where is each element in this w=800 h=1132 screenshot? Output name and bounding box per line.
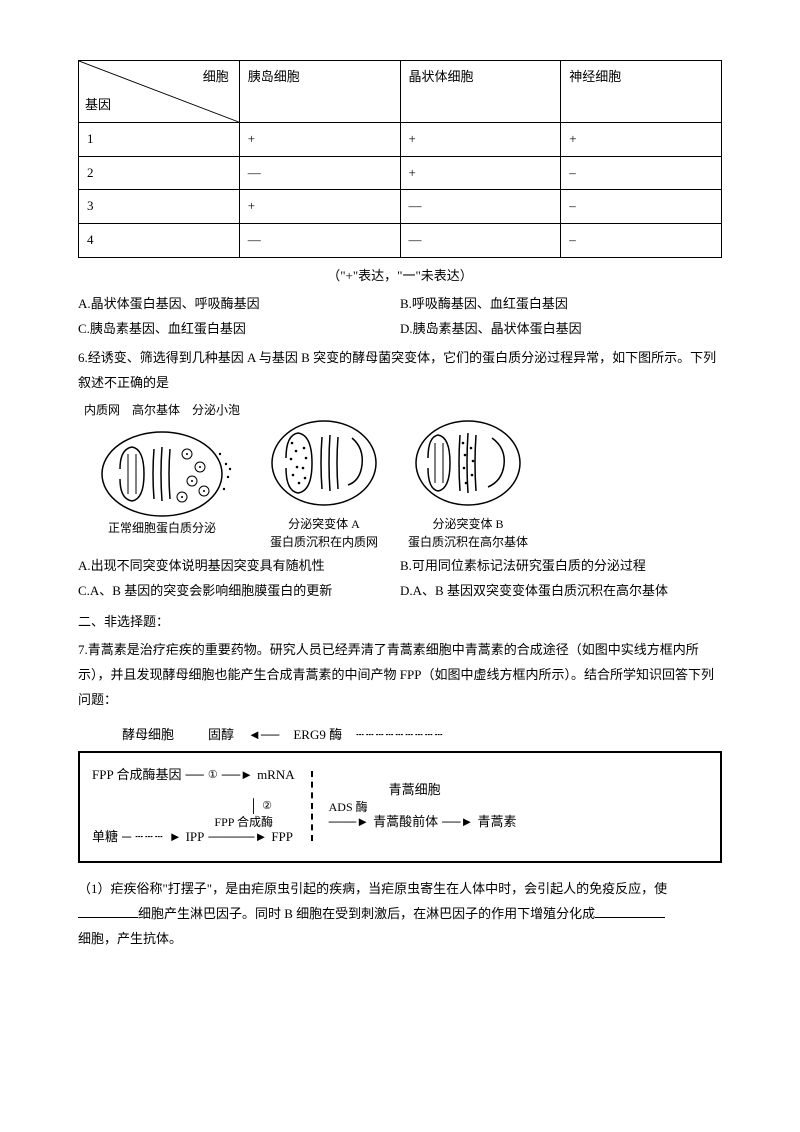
flow-steroid-label: 固醇 [208, 723, 234, 748]
arrow-right-icon: ──► [222, 763, 253, 788]
arrow-right-icon: ─ [122, 825, 131, 850]
flow-precursor-label: 青蒿酸前体 [373, 810, 438, 835]
option-c: C.A、B 基因的突变会影响细胞膜蛋白的更新 [78, 579, 400, 604]
table-row: 2 — + – [79, 156, 722, 190]
option-d: D.胰岛素基因、晶状体蛋白基因 [400, 317, 722, 342]
flow-ipp-label: IPP [186, 825, 205, 850]
table-row: 3 + — – [79, 190, 722, 224]
cell-normal-icon [92, 419, 232, 519]
flow-mrna-label: mRNA [257, 763, 295, 788]
q7-stem: 7.青蒿素是治疗疟疾的重要药物。研究人员已经弄清了青蒿素细胞中青蒿素的合成途径（… [78, 638, 722, 712]
cell-mutant-b-icon [408, 403, 528, 515]
fig-top-labels: 内质网 高尔基体 分泌小泡 [84, 403, 240, 419]
option-c: C.胰岛素基因、血红蛋白基因 [78, 317, 400, 342]
arrow-right-icon: ── [185, 763, 203, 788]
table-col-header: 神经细胞 [561, 61, 722, 123]
table-row: 4 — — – [79, 224, 722, 258]
section-2-heading: 二、非选择题： [78, 610, 722, 635]
arrow-right-icon: ──► [442, 810, 473, 835]
q6-figures: 内质网 高尔基体 分泌小泡 正常细胞蛋白质分泌 [84, 403, 722, 550]
option-a: A.晶状体蛋白基因、呼吸酶基因 [78, 292, 400, 317]
flow-qinghao-cell: 青蒿细胞 [389, 778, 441, 803]
flow-fpp-label: FPP [271, 825, 293, 850]
table-header-cell: 细胞 [203, 65, 229, 90]
option-b: B.可用同位素标记法研究蛋白质的分泌过程 [400, 554, 722, 579]
q7-sub1: （1）疟疾俗称"打摆子"，是由疟原虫引起的疾病，当疟原虫寄生在人体中时，会引起人… [78, 877, 722, 926]
fig3a-label: 分泌突变体 B [433, 517, 504, 533]
dots-icon: ┄┄┄ [135, 825, 164, 850]
dots-icon: ┄┄┄┄┄┄┄┄┄ [356, 723, 444, 748]
dashed-divider-icon [311, 771, 313, 841]
option-d: D.A、B 基因双突变变体蛋白质沉积在高尔基体 [400, 579, 722, 604]
q7-sub1c: 细胞，产生抗体。 [78, 927, 722, 952]
flow-yeast-label: 酵母细胞 [122, 723, 174, 748]
flow-gene-label: FPP 合成酶基因 [92, 763, 181, 788]
q5-options: A.晶状体蛋白基因、呼吸酶基因 B.呼吸酶基因、血红蛋白基因 C.胰岛素基因、血… [78, 292, 722, 341]
table-col-header: 胰岛细胞 [239, 61, 400, 123]
option-b: B.呼吸酶基因、血红蛋白基因 [400, 292, 722, 317]
cell-mutant-a-icon [264, 403, 384, 515]
arrow-right-icon: ► [169, 825, 182, 850]
blank-field [595, 905, 665, 918]
arrow-left-icon: ◄── [248, 723, 279, 748]
gene-expression-table: 细胞 基因 胰岛细胞 晶状体细胞 神经细胞 1 + + + 2 — + – 3 … [78, 60, 722, 258]
q6-options: A.出现不同突变体说明基因突变具有随机性 B.可用同位素标记法研究蛋白质的分泌过… [78, 554, 722, 603]
flow-artemisinin-label: 青蒿素 [477, 810, 516, 835]
fig2a-label: 分泌突变体 A [288, 517, 360, 533]
fig3b-label: 蛋白质沉积在高尔基体 [408, 535, 528, 551]
table-caption: （"+"表达，"一"未表达） [78, 264, 722, 289]
option-a: A.出现不同突变体说明基因突变具有随机性 [78, 554, 400, 579]
circled-1: ① [208, 765, 218, 786]
q7-flowchart: 酵母细胞 固醇 ◄── ERG9 酶 ┄┄┄┄┄┄┄┄┄ FPP 合成酶基因 ─… [78, 723, 722, 864]
blank-field [78, 905, 138, 918]
table-header-gene: 基因 [85, 93, 111, 118]
flow-enzyme-label: FPP 合成酶 [214, 811, 273, 834]
flow-sugar-label: 单糖 [92, 825, 118, 850]
q6-stem: 6.经诱变、筛选得到几种基因 A 与基因 B 突变的酵母菌突变体，它们的蛋白质分… [78, 346, 722, 395]
flow-erg9-label: ERG9 酶 [293, 723, 342, 748]
table-col-header: 晶状体细胞 [400, 61, 561, 123]
flow-ads-label: ADS 酶 [329, 796, 368, 819]
fig2b-label: 蛋白质沉积在内质网 [270, 535, 378, 551]
fig1-label: 正常细胞蛋白质分泌 [108, 521, 216, 537]
table-row: 1 + + + [79, 123, 722, 157]
